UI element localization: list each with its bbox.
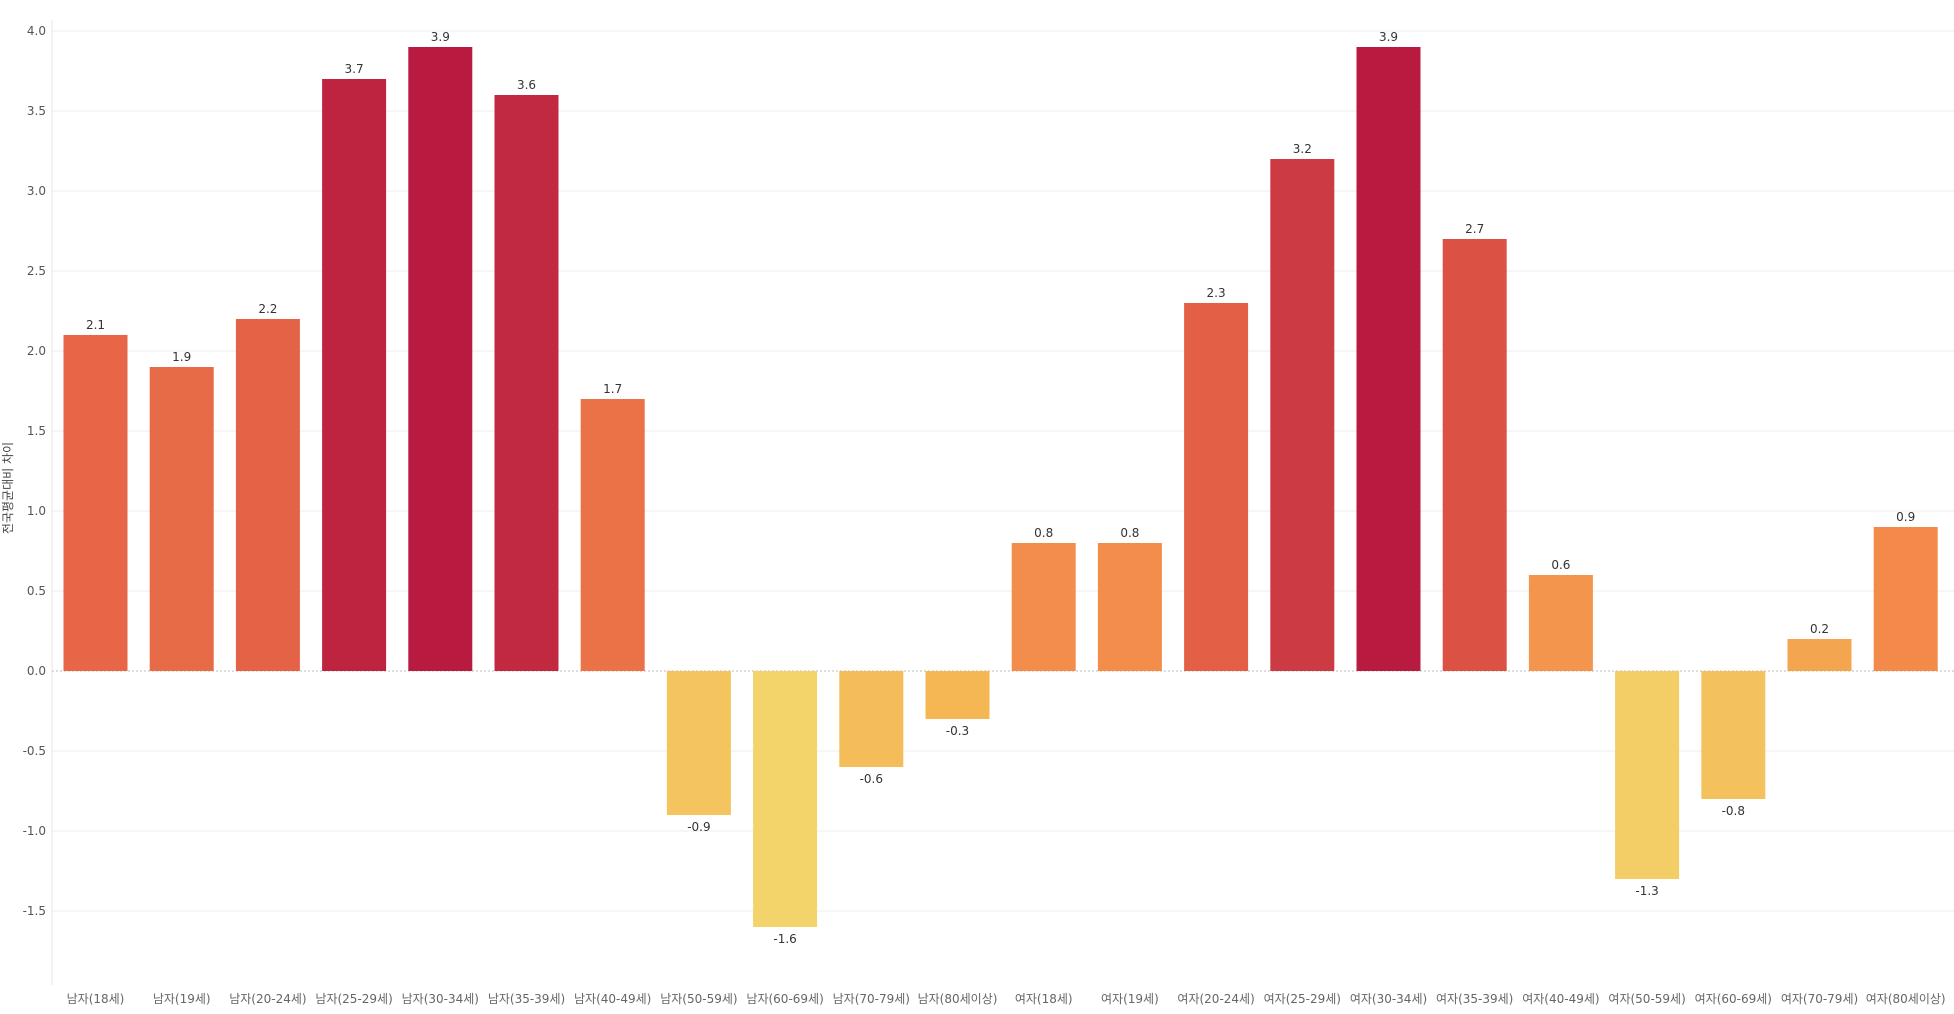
y-tick-label: 2.5 — [27, 264, 46, 278]
bar — [63, 335, 128, 671]
bar — [1356, 47, 1421, 671]
x-category-label: 남자(20-24세) — [229, 992, 306, 1006]
y-tick-label: 3.5 — [27, 104, 46, 118]
y-tick-label: 0.5 — [27, 584, 46, 598]
y-tick-label: -1.5 — [23, 904, 46, 918]
data-label: -0.8 — [1722, 804, 1745, 818]
data-label: -1.6 — [773, 932, 796, 946]
bar — [1787, 639, 1852, 671]
data-label: 3.9 — [431, 30, 450, 44]
y-axis-label: 전국평균대비 차이 — [1, 442, 15, 534]
x-category-label: 여자(40-49세) — [1522, 992, 1599, 1006]
x-category-label: 여자(80세이상) — [1866, 992, 1946, 1006]
y-axis-ticks: 4.0 3.5 3.0 2.5 2.0 1.5 1.0 0.5 0.0 -0.5 -1.0 -1.5 — [23, 24, 46, 918]
x-category-label: 남자(50-59세) — [660, 992, 737, 1006]
x-category-label: 여자(35-39세) — [1436, 992, 1513, 1006]
x-category-label: 남자(35-39세) — [488, 992, 565, 1006]
data-label: 3.9 — [1379, 30, 1398, 44]
data-label: 0.9 — [1896, 510, 1915, 524]
y-tick-label: 3.0 — [27, 184, 46, 198]
bar — [322, 79, 387, 671]
x-category-label: 여자(18세) — [1015, 992, 1073, 1006]
data-label: 0.8 — [1120, 526, 1139, 540]
data-label: 0.2 — [1810, 622, 1829, 636]
bar — [1701, 671, 1766, 799]
data-label: -1.3 — [1635, 884, 1658, 898]
bar — [839, 671, 904, 767]
data-label: -0.6 — [860, 772, 883, 786]
bar — [1615, 671, 1680, 879]
y-tick-label: -1.0 — [23, 824, 46, 838]
y-tick-label: 0.0 — [27, 664, 46, 678]
data-label: 3.7 — [345, 62, 364, 76]
x-category-label: 남자(40-49세) — [574, 992, 651, 1006]
bar — [494, 95, 559, 671]
x-category-label: 여자(20-24세) — [1177, 992, 1254, 1006]
y-tick-label: 2.0 — [27, 344, 46, 358]
data-label: 0.6 — [1551, 558, 1570, 572]
x-category-label: 남자(70-79세) — [833, 992, 910, 1006]
bar — [1011, 543, 1076, 671]
data-label: 3.2 — [1293, 142, 1312, 156]
bar — [580, 399, 645, 671]
x-category-label: 여자(25-29세) — [1264, 992, 1341, 1006]
y-tick-label: 4.0 — [27, 24, 46, 38]
x-category-label: 남자(18세) — [67, 992, 125, 1006]
data-label: 2.1 — [86, 318, 105, 332]
data-label: 3.6 — [517, 78, 536, 92]
data-labels: 2.1 1.9 2.2 3.7 3.9 3.6 1.7 -0.9 -1.6 -0.6 -0.3 0.8… — [86, 30, 1915, 946]
x-category-label: 여자(30-34세) — [1350, 992, 1427, 1006]
bar — [1528, 575, 1593, 671]
data-label: 1.7 — [603, 382, 622, 396]
bar — [408, 47, 473, 671]
data-label: -0.3 — [946, 724, 969, 738]
x-axis-category-labels: 남자(18세) 남자(19세) 남자(20-24세) 남자(25-29세) 남자(30-… — [67, 992, 1946, 1006]
bar — [1270, 159, 1335, 671]
data-label: -0.9 — [687, 820, 710, 834]
x-category-label: 남자(60-69세) — [746, 992, 823, 1006]
y-tick-label: 1.0 — [27, 504, 46, 518]
data-label: 0.8 — [1034, 526, 1053, 540]
x-category-label: 여자(50-59세) — [1608, 992, 1685, 1006]
data-label: 1.9 — [172, 350, 191, 364]
x-category-label: 남자(80세이상) — [918, 992, 998, 1006]
y-tick-label: 1.5 — [27, 424, 46, 438]
bar — [666, 671, 731, 815]
bar — [1873, 527, 1938, 671]
bar — [925, 671, 990, 719]
bar — [1442, 239, 1507, 671]
x-category-label: 남자(25-29세) — [315, 992, 392, 1006]
bar — [1097, 543, 1162, 671]
x-category-label: 여자(60-69세) — [1695, 992, 1772, 1006]
x-category-label: 남자(19세) — [153, 992, 211, 1006]
y-tick-label: -0.5 — [23, 744, 46, 758]
bar — [235, 319, 300, 671]
data-label: 2.2 — [258, 302, 277, 316]
bars — [63, 47, 1938, 927]
bar — [1184, 303, 1249, 671]
data-label: 2.7 — [1465, 222, 1484, 236]
x-category-label: 여자(70-79세) — [1781, 992, 1858, 1006]
bar — [149, 367, 214, 671]
bar — [753, 671, 818, 927]
x-category-label: 여자(19세) — [1101, 992, 1159, 1006]
x-category-label: 남자(30-34세) — [402, 992, 479, 1006]
data-label: 2.3 — [1207, 286, 1226, 300]
